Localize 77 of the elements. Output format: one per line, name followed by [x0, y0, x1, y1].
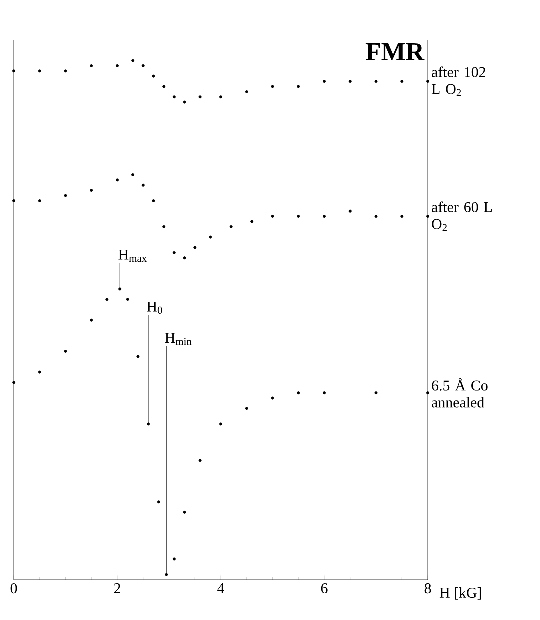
point [348, 210, 352, 213]
point [172, 96, 176, 99]
point [183, 100, 186, 104]
point [126, 298, 130, 302]
point [64, 350, 68, 354]
point [152, 74, 156, 78]
point [297, 215, 300, 218]
point [400, 80, 404, 84]
point [374, 80, 378, 84]
point [38, 70, 42, 73]
x-tick-label: 6 [321, 584, 328, 594]
point [220, 422, 222, 426]
point [271, 396, 274, 400]
point [132, 174, 135, 176]
point [116, 64, 119, 68]
series-label: 6.5 Å Co annealed [432, 378, 488, 408]
point [147, 422, 150, 426]
point [374, 215, 378, 218]
point [90, 189, 94, 192]
annotation: H$_{max}$ [118, 250, 147, 262]
point [157, 500, 160, 504]
point [323, 215, 326, 218]
point [64, 194, 68, 198]
point [64, 70, 68, 73]
point [245, 90, 248, 94]
point [400, 215, 404, 218]
point [297, 392, 300, 395]
point [230, 225, 233, 228]
point [426, 392, 430, 395]
chart-title: FMR [366, 44, 425, 60]
point [142, 184, 145, 187]
point [198, 459, 202, 462]
x-tick-label: 4 [218, 584, 224, 594]
point [116, 178, 119, 182]
point [271, 215, 274, 218]
point [209, 236, 212, 239]
point [90, 318, 94, 322]
point [106, 298, 109, 302]
point [250, 220, 254, 224]
point [183, 511, 186, 514]
point [245, 407, 248, 410]
point [348, 80, 352, 84]
point [162, 225, 166, 228]
point [194, 246, 197, 250]
point [38, 370, 42, 374]
point [172, 251, 176, 254]
point [297, 85, 300, 88]
point [152, 199, 156, 202]
point [426, 80, 430, 84]
point [374, 392, 378, 395]
point [172, 558, 176, 561]
point [271, 85, 274, 88]
x-tick-label: 2 [114, 584, 120, 594]
point [12, 381, 16, 384]
point [183, 256, 186, 260]
x-axis-title: H [kG] [440, 588, 482, 600]
point [90, 64, 94, 68]
point [165, 573, 168, 576]
point [142, 64, 145, 68]
point [323, 80, 326, 84]
series-label: after 60 L O$_{2}$ [432, 202, 492, 232]
point [132, 59, 135, 62]
point [118, 288, 122, 291]
point [323, 392, 326, 395]
point [12, 70, 16, 73]
point [38, 199, 42, 202]
annotation: H$_{min}$ [165, 333, 192, 346]
point [136, 355, 140, 358]
point [12, 199, 16, 202]
point [220, 96, 222, 99]
point [198, 96, 202, 99]
x-tick-label: 0 [10, 584, 18, 594]
x-tick-label: 8 [424, 584, 432, 594]
series-label: after 102 L O$_{2}$ [432, 66, 486, 96]
point [426, 215, 430, 218]
point [162, 85, 166, 88]
annotation: H$_{0}$ [147, 302, 162, 314]
